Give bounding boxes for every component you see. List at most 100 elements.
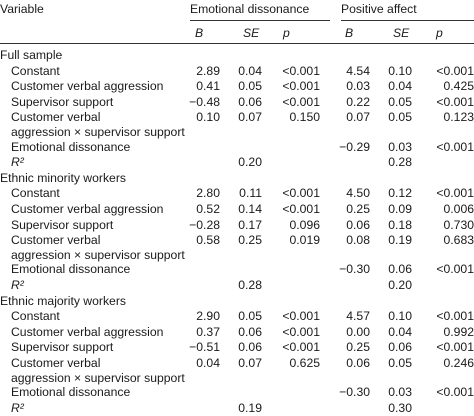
cell-pa-p: <0.001 [436,94,474,109]
cell-ed-p: <0.001 [282,309,320,324]
row-label: R² [11,155,24,170]
column-header-ed-se: SE [243,26,260,40]
cell-pa-p: <0.001 [436,309,474,324]
cell-pa-se: 0.20 [388,278,412,292]
cell-ed-se: 0.06 [238,324,262,339]
cell-pa-p: 0.123 [443,110,474,125]
row-label-continued: aggression × supervisor support [11,125,185,139]
cell-pa-p: <0.001 [436,63,474,78]
cell-ed-b: 0.41 [196,79,220,94]
cell-pa-b: −0.30 [339,262,370,277]
cell-ed-p: <0.001 [282,94,320,109]
row-label: Customer verbal aggression [11,324,164,339]
cell-ed-b: 0.52 [196,202,220,216]
cell-ed-se: 0.06 [238,340,262,355]
group-rule-2 [341,20,474,21]
row-label: Supervisor support [11,340,114,355]
cell-ed-se: 0.19 [238,400,262,415]
cell-pa-b: 0.06 [346,356,370,370]
cell-pa-b: 4.54 [346,63,370,78]
header-positive-affect: Positive affect [341,2,417,16]
cell-pa-b: −0.30 [339,385,370,400]
row-label: Emotional dissonance [11,385,131,400]
cell-ed-p: <0.001 [282,340,320,355]
section-title: Ethnic majority workers [0,293,126,308]
cell-pa-se: 0.10 [388,63,412,78]
cell-ed-se: 0.06 [238,94,262,109]
column-header-ed-b: B [195,26,204,40]
row-label-continued: aggression × supervisor support [11,247,185,262]
row-label: Customer verbal [11,356,101,370]
cell-ed-se: 0.25 [238,233,262,248]
cell-ed-se: 0.14 [238,202,262,216]
header-variable: Variable [0,2,44,16]
cell-ed-b: −0.48 [189,94,220,109]
cell-pa-b: 0.07 [346,110,370,125]
cell-pa-b: 0.08 [346,233,370,248]
cell-ed-b: 2.89 [196,63,220,78]
cell-pa-p: 0.683 [443,233,474,248]
cell-pa-b: 0.22 [346,94,370,109]
cell-ed-b: −0.51 [189,340,220,355]
cell-ed-b: 2.80 [196,186,220,201]
cell-ed-p: 0.150 [289,110,321,125]
row-label: R² [11,400,24,415]
cell-ed-se: 0.17 [238,217,262,232]
cell-ed-se: 0.20 [238,155,262,170]
cell-pa-se: 0.06 [388,262,412,277]
cell-ed-se: 0.04 [238,63,262,78]
row-label: Supervisor support [11,94,114,109]
cell-pa-b: 0.00 [346,324,370,339]
cell-ed-p: 0.096 [289,217,321,232]
cell-ed-b: −0.28 [189,217,220,232]
cell-ed-b: 0.04 [196,356,220,370]
cell-ed-se: 0.07 [238,110,262,125]
cell-pa-se: 0.28 [388,155,412,170]
row-label: Constant [11,63,60,78]
row-label: Customer verbal [11,233,101,248]
row-label: Customer verbal aggression [11,202,164,216]
cell-ed-p: 0.625 [289,356,321,370]
cell-pa-b: 4.50 [346,186,370,201]
cell-pa-se: 0.05 [388,110,412,125]
cell-pa-b: 0.25 [346,202,370,216]
cell-pa-p: <0.001 [436,139,474,154]
cell-pa-p: <0.001 [436,262,474,277]
cell-pa-b: 0.25 [346,340,370,355]
cell-ed-se: 0.11 [239,186,262,201]
cell-pa-se: 0.05 [388,94,412,109]
cell-ed-b: 2.90 [196,309,220,324]
row-label: Constant [11,309,60,324]
row-label: Emotional dissonance [11,262,131,277]
cell-pa-se: 0.09 [388,202,412,216]
column-header-ed-p: p [283,26,290,40]
cell-pa-se: 0.19 [388,233,412,248]
cell-ed-p: <0.001 [282,63,320,78]
cell-pa-b: −0.29 [339,139,370,154]
cell-pa-se: 0.10 [388,309,412,324]
row-label: Customer verbal aggression [11,79,164,94]
row-label: R² [11,278,24,292]
cell-pa-p: 0.425 [443,79,474,94]
cell-ed-b: 0.37 [196,324,220,339]
cell-pa-se: 0.03 [388,139,412,154]
cell-pa-p: 0.730 [443,217,474,232]
cell-pa-b: 0.03 [346,79,370,94]
cell-ed-p: <0.001 [282,202,320,216]
column-header-pa-p: p [436,26,443,40]
cell-pa-se: 0.05 [388,356,412,370]
cell-pa-se: 0.04 [388,79,412,94]
row-label: Supervisor support [11,217,114,232]
cell-pa-p: 0.992 [443,324,474,339]
section-title: Full sample [0,48,63,62]
group-rule-1 [190,20,330,21]
row-label: Constant [11,186,60,201]
cell-ed-se: 0.07 [238,356,262,370]
column-header-pa-se: SE [393,26,410,40]
cell-ed-b: 0.58 [196,233,220,248]
cell-ed-p: <0.001 [282,79,320,94]
row-label: Emotional dissonance [11,139,131,154]
cell-ed-p: 0.019 [289,233,321,248]
cell-pa-se: 0.06 [388,340,412,355]
cell-ed-p: <0.001 [282,186,320,201]
